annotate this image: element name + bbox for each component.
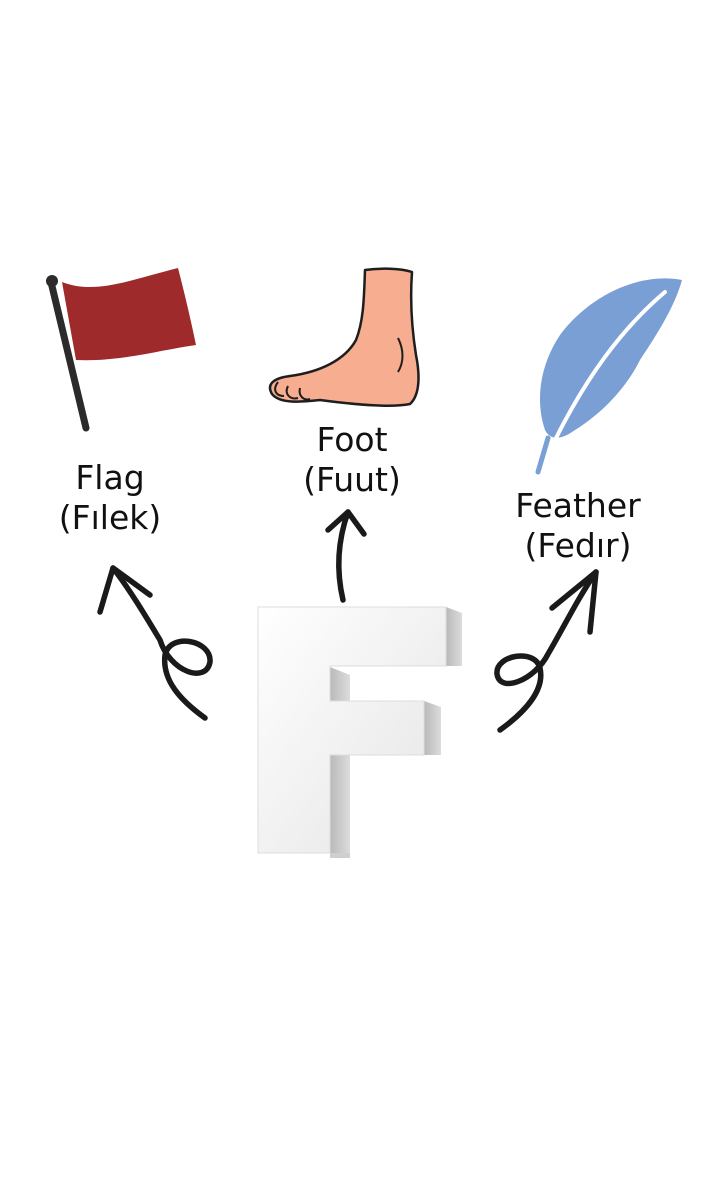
- letter-f-3d: [257, 606, 462, 858]
- foot-pronunciation: (Fuut): [303, 460, 401, 499]
- foot-word: Foot: [316, 420, 388, 459]
- feather-word: Feather: [515, 486, 641, 525]
- foot-icon: [268, 267, 420, 407]
- arrow-to-feather: [494, 569, 599, 733]
- flag-pronunciation: (Fılek): [58, 498, 162, 537]
- label-feather: Feather (Fedır): [478, 486, 678, 566]
- feather-pronunciation: (Fedır): [524, 526, 632, 565]
- flag-icon: [46, 268, 196, 432]
- arrow-to-foot: [325, 509, 367, 603]
- feather-icon: [535, 278, 682, 475]
- label-flag: Flag (Fılek): [20, 458, 200, 538]
- flag-word: Flag: [75, 458, 145, 497]
- arrow-to-flag: [97, 565, 213, 721]
- label-foot: Foot (Fuut): [262, 420, 442, 500]
